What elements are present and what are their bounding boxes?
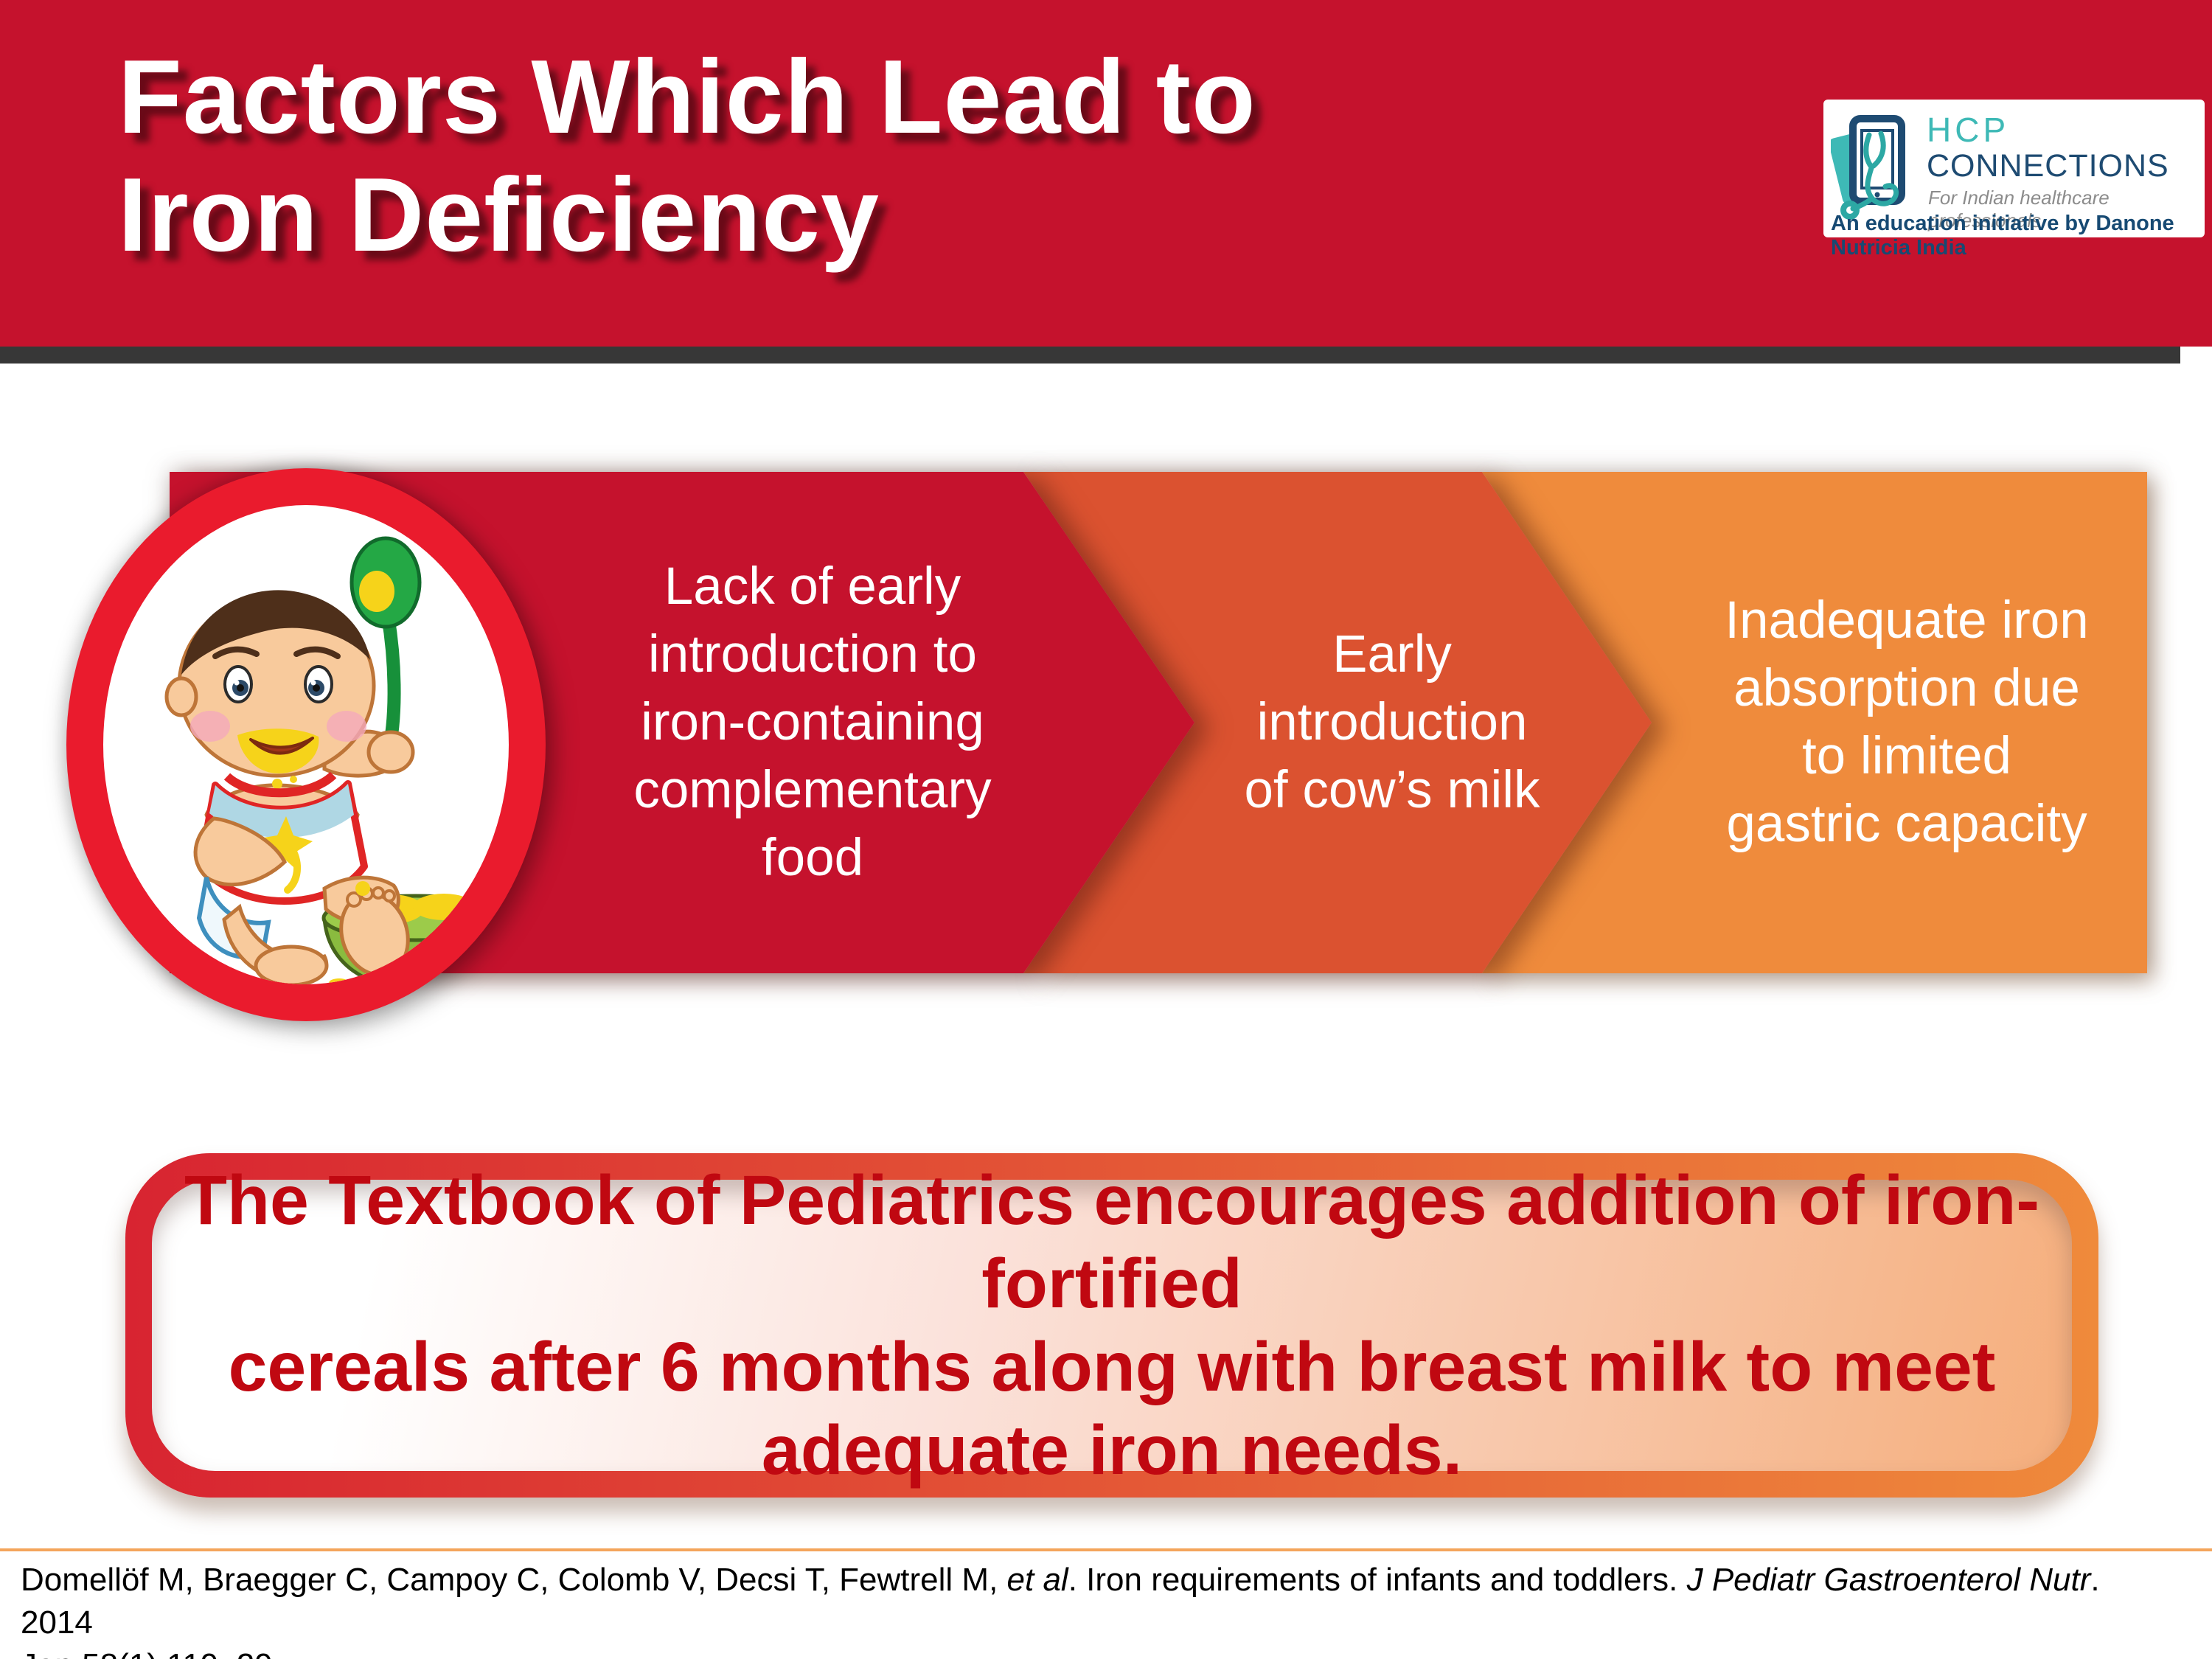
baby-badge xyxy=(66,468,546,1021)
note-text: The Textbook of Pediatrics encourages ad… xyxy=(184,1161,2039,1489)
citation: Domellöf M, Braegger C, Campoy C, Colomb… xyxy=(21,1562,2100,1659)
highlight-note-inner: The Textbook of Pediatrics encourages ad… xyxy=(152,1161,2072,1489)
logo-tagline: For Indian healthcare professionals xyxy=(1928,187,2110,232)
highlight-note: The Textbook of Pediatrics encourages ad… xyxy=(125,1153,2098,1498)
page-title: Factors Which Lead to Iron Deficiency xyxy=(118,38,1256,274)
flow-step-3-label: Inadequate iron absorption due to limite… xyxy=(1725,591,2089,853)
header-band: Factors Which Lead to Iron Deficiency HC… xyxy=(0,0,2212,347)
flow-step-1-label: Lack of early introduction to iron-conta… xyxy=(633,557,992,887)
footer-rule xyxy=(0,1548,2212,1551)
flow-step-2-label: Early introduction of cow’s milk xyxy=(1244,625,1540,819)
tablet-stethoscope-icon xyxy=(1831,115,1905,220)
logo-brand-connections: CONNECTIONS xyxy=(1927,148,2169,184)
logo-initiative: An education initiative by Danone Nutric… xyxy=(1831,212,2174,260)
logo-brand-hcp: HCP xyxy=(1927,111,2010,149)
hcp-connections-logo: HCP CONNECTIONS For Indian healthcare pr… xyxy=(1823,100,2205,260)
baby-eating-illustration xyxy=(164,536,509,984)
divider-bar xyxy=(0,347,2180,364)
